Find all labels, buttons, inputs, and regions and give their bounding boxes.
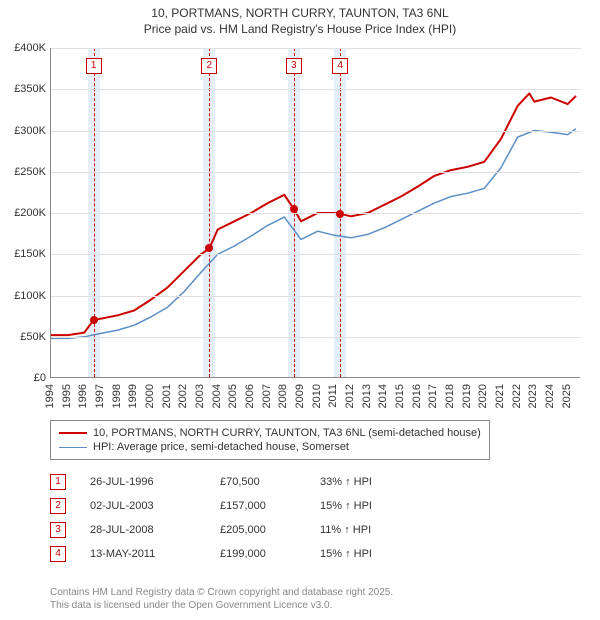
event-badge: 3 bbox=[286, 58, 302, 74]
event-dot bbox=[205, 244, 213, 252]
gridline-h bbox=[51, 172, 581, 173]
x-axis-label: 2007 bbox=[261, 384, 273, 408]
x-axis-label: 2005 bbox=[227, 384, 239, 408]
event-badge: 1 bbox=[86, 58, 102, 74]
series-hpi bbox=[51, 129, 576, 339]
legend-row: HPI: Average price, semi-detached house,… bbox=[59, 441, 481, 453]
x-axis-label: 2001 bbox=[161, 384, 173, 408]
x-axis-label: 2019 bbox=[461, 384, 473, 408]
marker-badge: 2 bbox=[50, 498, 66, 514]
gridline-h bbox=[51, 213, 581, 214]
marker-hpi: 15% ↑ HPI bbox=[320, 548, 420, 560]
marker-hpi: 33% ↑ HPI bbox=[320, 476, 420, 488]
x-axis-label: 2017 bbox=[427, 384, 439, 408]
footer-line2: This data is licensed under the Open Gov… bbox=[50, 599, 393, 612]
marker-row: 1 26-JUL-1996£70,50033% ↑ HPI bbox=[50, 470, 420, 494]
x-axis-label: 1994 bbox=[44, 384, 56, 408]
marker-badge: 3 bbox=[50, 522, 66, 538]
chart-title-line2: Price paid vs. HM Land Registry's House … bbox=[0, 22, 600, 38]
x-axis-label: 2022 bbox=[511, 384, 523, 408]
gridline-h bbox=[51, 48, 581, 49]
marker-hpi: 15% ↑ HPI bbox=[320, 500, 420, 512]
legend-label: HPI: Average price, semi-detached house,… bbox=[93, 441, 349, 453]
y-axis-label: £200K bbox=[0, 207, 46, 219]
event-dot bbox=[336, 210, 344, 218]
marker-table: 1 26-JUL-1996£70,50033% ↑ HPI 2 02-JUL-2003… bbox=[50, 470, 420, 566]
marker-date: 02-JUL-2003 bbox=[90, 500, 220, 512]
legend-row: 10, PORTMANS, NORTH CURRY, TAUNTON, TA3 … bbox=[59, 427, 481, 439]
legend-label: 10, PORTMANS, NORTH CURRY, TAUNTON, TA3 … bbox=[93, 427, 481, 439]
x-axis-label: 1996 bbox=[77, 384, 89, 408]
marker-price: £205,000 bbox=[220, 524, 320, 536]
marker-date: 28-JUL-2008 bbox=[90, 524, 220, 536]
marker-row: 3 28-JUL-2008£205,00011% ↑ HPI bbox=[50, 518, 420, 542]
x-axis-label: 2010 bbox=[311, 384, 323, 408]
x-axis-label: 2006 bbox=[244, 384, 256, 408]
plot-region: 1 2 3 4 bbox=[50, 48, 580, 378]
legend: 10, PORTMANS, NORTH CURRY, TAUNTON, TA3 … bbox=[50, 420, 490, 460]
gridline-h bbox=[51, 296, 581, 297]
x-axis-label: 1998 bbox=[111, 384, 123, 408]
x-axis-label: 2024 bbox=[544, 384, 556, 408]
x-axis-label: 2004 bbox=[211, 384, 223, 408]
marker-row: 2 02-JUL-2003£157,00015% ↑ HPI bbox=[50, 494, 420, 518]
x-axis-label: 2023 bbox=[527, 384, 539, 408]
x-axis-label: 2009 bbox=[294, 384, 306, 408]
gridline-h bbox=[51, 337, 581, 338]
footer-attribution: Contains HM Land Registry data © Crown c… bbox=[50, 586, 393, 612]
x-axis-label: 2015 bbox=[394, 384, 406, 408]
x-axis-label: 2018 bbox=[444, 384, 456, 408]
x-axis-label: 2000 bbox=[144, 384, 156, 408]
legend-swatch bbox=[59, 432, 87, 434]
marker-badge: 1 bbox=[50, 474, 66, 490]
marker-date: 26-JUL-1996 bbox=[90, 476, 220, 488]
x-axis-label: 1999 bbox=[127, 384, 139, 408]
footer-line1: Contains HM Land Registry data © Crown c… bbox=[50, 586, 393, 599]
x-axis-label: 1997 bbox=[94, 384, 106, 408]
x-axis-label: 2020 bbox=[477, 384, 489, 408]
x-axis-label: 2002 bbox=[177, 384, 189, 408]
marker-hpi: 11% ↑ HPI bbox=[320, 524, 420, 536]
x-axis-label: 2012 bbox=[344, 384, 356, 408]
x-axis-label: 1995 bbox=[61, 384, 73, 408]
y-axis-label: £350K bbox=[0, 83, 46, 95]
chart-title-block: 10, PORTMANS, NORTH CURRY, TAUNTON, TA3 … bbox=[0, 0, 600, 37]
x-axis-label: 2008 bbox=[277, 384, 289, 408]
chart-area: 1234 £0£50K£100K£150K£200K£250K£300K£350… bbox=[50, 48, 580, 378]
marker-date: 13-MAY-2011 bbox=[90, 548, 220, 560]
x-axis-label: 2021 bbox=[494, 384, 506, 408]
y-axis-label: £250K bbox=[0, 166, 46, 178]
marker-price: £70,500 bbox=[220, 476, 320, 488]
event-badge: 4 bbox=[332, 58, 348, 74]
x-axis-label: 2016 bbox=[411, 384, 423, 408]
x-axis-label: 2003 bbox=[194, 384, 206, 408]
marker-price: £199,000 bbox=[220, 548, 320, 560]
y-axis-label: £50K bbox=[0, 331, 46, 343]
event-dot bbox=[90, 316, 98, 324]
x-axis-label: 2011 bbox=[327, 384, 339, 408]
y-axis-label: £0 bbox=[0, 372, 46, 384]
x-axis-label: 2014 bbox=[377, 384, 389, 408]
event-dot bbox=[290, 205, 298, 213]
chart-title-line1: 10, PORTMANS, NORTH CURRY, TAUNTON, TA3 … bbox=[0, 6, 600, 22]
marker-row: 4 13-MAY-2011£199,00015% ↑ HPI bbox=[50, 542, 420, 566]
gridline-h bbox=[51, 131, 581, 132]
y-axis-label: £100K bbox=[0, 290, 46, 302]
x-axis-label: 2025 bbox=[561, 384, 573, 408]
y-axis-label: £300K bbox=[0, 125, 46, 137]
y-axis-label: £400K bbox=[0, 42, 46, 54]
gridline-h bbox=[51, 254, 581, 255]
marker-price: £157,000 bbox=[220, 500, 320, 512]
event-badge: 2 bbox=[201, 58, 217, 74]
y-axis-label: £150K bbox=[0, 248, 46, 260]
gridline-h bbox=[51, 89, 581, 90]
legend-swatch bbox=[59, 447, 87, 448]
marker-badge: 4 bbox=[50, 546, 66, 562]
x-axis-label: 2013 bbox=[361, 384, 373, 408]
